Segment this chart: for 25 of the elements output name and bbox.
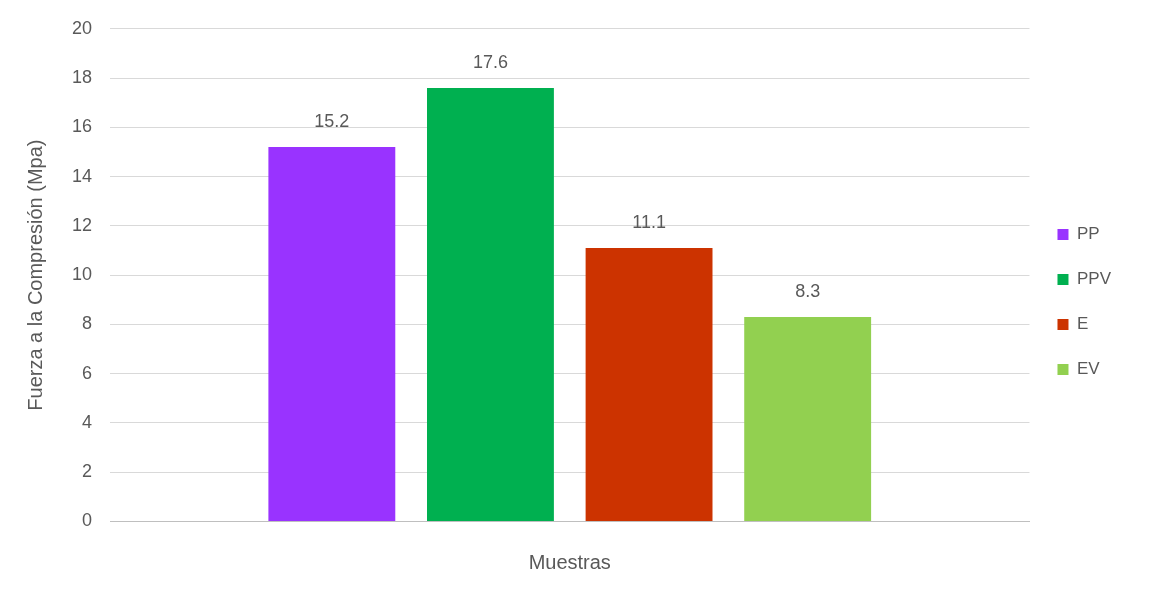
y-tick-label: 16 <box>71 116 93 137</box>
legend-label: E <box>1076 314 1089 334</box>
bar <box>744 316 872 521</box>
data-label: 15.2 <box>314 110 350 131</box>
legend-label: PP <box>1076 224 1100 244</box>
y-tick-label: 10 <box>71 264 93 285</box>
y-tick-label: 20 <box>71 17 93 38</box>
y-tick-label: 8 <box>82 313 93 334</box>
y-axis-title: Fuerza a la Compresión (Mpa) <box>23 139 46 411</box>
y-tick-label: 14 <box>71 165 93 186</box>
y-tick-label: 4 <box>82 411 93 432</box>
y-tick-label: 2 <box>82 461 93 482</box>
y-tick-label: 6 <box>82 362 93 383</box>
y-tick-label: 0 <box>82 510 93 531</box>
data-label: 8.3 <box>795 280 821 301</box>
y-tick-label: 18 <box>71 67 93 88</box>
legend-label: EV <box>1076 359 1101 379</box>
bar <box>427 87 554 521</box>
bar <box>268 147 396 521</box>
x-axis-title: Muestras <box>528 550 611 573</box>
data-label: 17.6 <box>472 51 508 72</box>
bar <box>585 248 713 521</box>
y-tick-label: 12 <box>71 214 93 235</box>
legend-label: PPV <box>1076 269 1112 289</box>
data-label: 11.1 <box>632 211 666 232</box>
